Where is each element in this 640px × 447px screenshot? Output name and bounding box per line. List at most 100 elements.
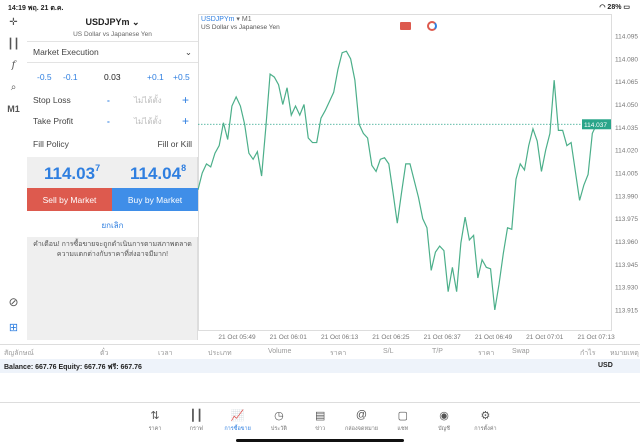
stop-loss-input[interactable]: ไม่ได้ตั้ง xyxy=(134,95,162,105)
news-icon: ▤ xyxy=(314,410,326,422)
home-indicator xyxy=(236,439,404,442)
cancel-button[interactable]: ยกเลิก xyxy=(27,211,198,237)
current-price-label: 114.037 xyxy=(584,122,607,129)
x-tick-label: 21 Oct 06:01 xyxy=(270,334,308,341)
nav-label: กราฟ xyxy=(189,426,203,432)
column-header[interactable]: ประเภท xyxy=(208,350,232,357)
nav-tab-5[interactable]: @ กล่องจดหมาย xyxy=(342,409,382,433)
balance-text: Balance: 667.76 Equity: 667.76 ฟรี: 667.… xyxy=(4,364,142,371)
chart-title: USDJPYm ▾ M1 xyxy=(201,16,252,23)
nav-tab-4[interactable]: ▤ ข่าว xyxy=(300,409,340,433)
one-click-icon[interactable] xyxy=(427,21,437,31)
trade-table-header: สัญลักษณ์ ตั๋ว เวลา ประเภท Volume ราคา S/L T/P ร… xyxy=(0,344,640,358)
quotes-icon: ⇅ xyxy=(150,410,160,422)
chart-search-icon[interactable]: ⊘ xyxy=(8,295,19,309)
volume-minus-0.1[interactable]: -0.1 xyxy=(63,72,78,82)
volume-plus-0.1[interactable]: +0.1 xyxy=(147,72,164,82)
take-profit-input[interactable]: ไม่ได้ตั้ง xyxy=(134,116,162,126)
chart-subtitle: US Dollar vs Japanese Yen xyxy=(201,24,280,31)
column-header[interactable]: ตั๋ว xyxy=(100,350,109,357)
nav-tab-7[interactable]: ◉ บัญชี xyxy=(424,409,464,433)
nav-tab-1[interactable]: ┃┃ กราฟ xyxy=(176,409,216,433)
ask-price: 114.048 xyxy=(130,163,187,183)
sell-by-market-button[interactable]: Sell by Market xyxy=(27,188,112,211)
mailbox-icon: @ xyxy=(355,409,368,421)
nav-label: กล่องจดหมาย xyxy=(344,426,379,432)
fill-policy-row[interactable]: Fill Policy Fill or Kill xyxy=(33,139,192,149)
plot-frame xyxy=(198,14,612,331)
bid-price: 114.037 xyxy=(44,163,101,183)
chart-icon: ┃┃ xyxy=(189,410,203,422)
nav-label: ข่าว xyxy=(315,426,326,432)
screenshot-icon[interactable] xyxy=(400,22,411,30)
volume-minus-0.5[interactable]: -0.5 xyxy=(37,72,52,82)
nav-label: การตั้งค่า xyxy=(474,426,497,432)
column-header[interactable]: เวลา xyxy=(158,350,173,357)
y-tick-label: 113.915 xyxy=(615,307,638,314)
currency: USD xyxy=(598,362,613,369)
stop-loss-plus[interactable]: + xyxy=(182,93,190,107)
account-icon: ◉ xyxy=(439,410,449,422)
candlestick-icon[interactable]: ┃┃ xyxy=(7,39,20,50)
column-header[interactable]: Swap xyxy=(512,348,530,355)
nav-tab-3[interactable]: ◷ ประวัติ xyxy=(259,409,299,433)
nav-label: แชท xyxy=(397,426,409,432)
column-header[interactable]: Volume xyxy=(268,348,292,355)
price-series-line xyxy=(198,50,598,311)
y-tick-label: 113.990 xyxy=(615,193,638,200)
nav-tab-0[interactable]: ⇅ ราคา xyxy=(135,409,175,433)
column-header[interactable]: ราคา xyxy=(330,350,347,357)
status-battery: ◠ 28% ▭ xyxy=(599,4,630,11)
nav-tab-8[interactable]: ⚙ การตั้งค่า xyxy=(465,409,505,433)
column-header[interactable]: กำไร xyxy=(580,350,596,357)
column-header[interactable]: ราคา xyxy=(478,350,495,357)
new-order-icon[interactable]: ⊞ xyxy=(8,322,19,334)
y-tick-label: 113.930 xyxy=(615,285,638,292)
objects-icon[interactable]: ⌕ xyxy=(10,82,17,93)
y-tick-label: 113.960 xyxy=(615,239,638,246)
nav-label: บัญชี xyxy=(438,426,451,432)
stop-loss-minus[interactable]: - xyxy=(107,95,110,105)
function-icon[interactable]: f xyxy=(11,60,16,71)
nav-tab-6[interactable]: ▢ แชท xyxy=(383,409,423,433)
nav-label: ประวัติ xyxy=(270,426,287,432)
x-tick-label: 21 Oct 07:01 xyxy=(526,334,564,341)
left-toolbar: ✛ ┃┃ f ⌕ M1 ⊘ ⊞ xyxy=(0,14,27,340)
trade-icon: 📈 xyxy=(230,410,245,422)
take-profit-plus[interactable]: + xyxy=(182,114,190,128)
volume-row: -0.5 -0.1 0.03 +0.1 +0.5 xyxy=(27,66,198,88)
symbol-selector[interactable]: USDJPYm ⌄ xyxy=(85,17,140,27)
volume-value[interactable]: 0.03 xyxy=(104,72,121,82)
chat-icon: ▢ xyxy=(397,410,408,422)
y-tick-label: 114.035 xyxy=(615,125,638,132)
status-bar: 14:19 พฤ. 21 ต.ค. ◠ 28% ▭ xyxy=(0,0,640,14)
settings-icon: ⚙ xyxy=(480,410,491,422)
y-tick-label: 114.080 xyxy=(615,56,638,63)
status-time: 14:19 พฤ. 21 ต.ค. xyxy=(8,5,64,12)
crosshair-icon[interactable]: ✛ xyxy=(9,17,18,28)
x-tick-label: 21 Oct 06:13 xyxy=(321,334,359,341)
y-tick-label: 114.020 xyxy=(615,148,638,155)
volume-plus-0.5[interactable]: +0.5 xyxy=(173,72,190,82)
execution-dropdown[interactable]: Market Execution ⌄ xyxy=(27,41,198,63)
chart-canvas: 114.095 114.080 114.065 114.050 114.035 114.0… xyxy=(198,14,638,341)
column-header[interactable]: S/L xyxy=(383,348,394,355)
y-tick-label: 113.945 xyxy=(615,262,638,269)
timeframe-button[interactable]: M1 xyxy=(7,104,20,114)
take-profit-minus[interactable]: - xyxy=(107,116,110,126)
column-header[interactable]: หมายเหตุ xyxy=(610,350,639,357)
y-tick-label: 114.065 xyxy=(615,79,638,86)
bottom-nav: ⇅ ราคา ┃┃ กราฟ 📈 การซื้อขาย ◷ ประวัติ ▤ ข่าว @ กล่อ… xyxy=(0,402,640,447)
buy-by-market-button[interactable]: Buy by Market xyxy=(112,188,198,211)
y-tick-label: 114.050 xyxy=(615,102,638,109)
column-header[interactable]: T/P xyxy=(432,348,443,355)
column-header[interactable]: สัญลักษณ์ xyxy=(4,350,34,357)
nav-tab-2[interactable]: 📈 การซื้อขาย xyxy=(218,409,258,433)
order-panel: USDJPYm ⌄ US Dollar vs Japanese Yen Mark… xyxy=(27,14,198,340)
price-chart[interactable]: USDJPYm ▾ M1 US Dollar vs Japanese Yen 1… xyxy=(198,14,640,344)
warning-text: คำเตือน! การซื้อขายจะถูกดำเนินการตามสภาพ… xyxy=(33,241,192,258)
current-price-tag xyxy=(582,119,611,130)
x-tick-label: 21 Oct 06:37 xyxy=(424,334,462,341)
x-tick-label: 21 Oct 05:49 xyxy=(218,334,256,341)
x-tick-label: 21 Oct 06:49 xyxy=(475,334,513,341)
